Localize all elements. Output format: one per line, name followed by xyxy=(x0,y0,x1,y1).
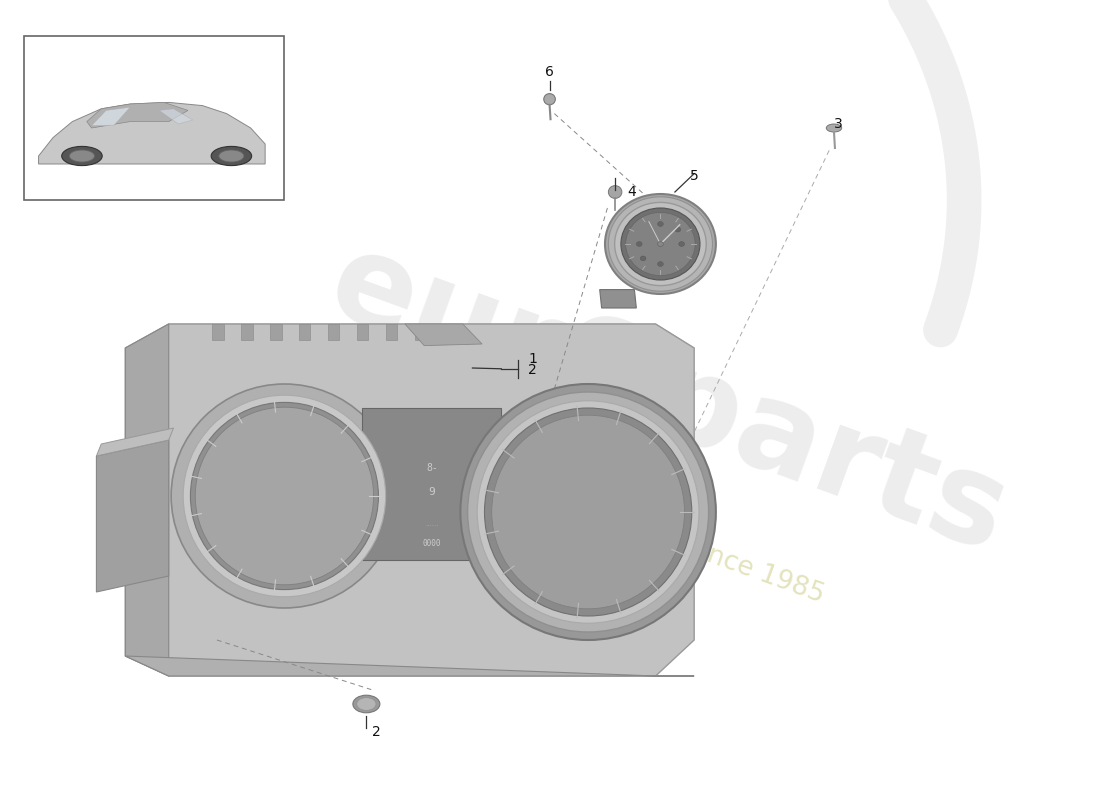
Ellipse shape xyxy=(679,242,684,246)
Polygon shape xyxy=(415,324,426,340)
Polygon shape xyxy=(270,324,282,340)
Ellipse shape xyxy=(615,202,706,286)
Ellipse shape xyxy=(468,392,708,632)
Polygon shape xyxy=(125,656,694,676)
Ellipse shape xyxy=(605,194,716,294)
Ellipse shape xyxy=(675,227,681,232)
Text: ......: ...... xyxy=(426,521,439,527)
Polygon shape xyxy=(97,440,168,592)
FancyBboxPatch shape xyxy=(24,36,285,200)
Ellipse shape xyxy=(211,146,252,166)
Polygon shape xyxy=(356,324,369,340)
Ellipse shape xyxy=(608,197,713,291)
Ellipse shape xyxy=(190,402,378,590)
Ellipse shape xyxy=(219,150,244,162)
Polygon shape xyxy=(362,408,502,560)
Ellipse shape xyxy=(62,146,102,166)
Ellipse shape xyxy=(184,395,386,597)
Text: 2: 2 xyxy=(528,363,537,378)
Polygon shape xyxy=(39,102,265,164)
Text: 0000: 0000 xyxy=(422,539,441,549)
Text: 3: 3 xyxy=(835,117,844,131)
Ellipse shape xyxy=(353,695,380,713)
Polygon shape xyxy=(405,324,482,346)
Ellipse shape xyxy=(492,415,684,609)
Polygon shape xyxy=(299,324,310,340)
Text: eurOparts: eurOparts xyxy=(314,222,1023,578)
Text: 2: 2 xyxy=(372,725,381,739)
Polygon shape xyxy=(600,290,636,308)
Polygon shape xyxy=(160,109,192,124)
Ellipse shape xyxy=(658,222,663,226)
Ellipse shape xyxy=(484,408,692,616)
Text: a passion for parts since 1985: a passion for parts since 1985 xyxy=(444,447,828,609)
Text: 9: 9 xyxy=(429,487,436,497)
Text: 1: 1 xyxy=(528,352,537,366)
Ellipse shape xyxy=(626,212,695,275)
Polygon shape xyxy=(125,324,694,676)
Polygon shape xyxy=(241,324,253,340)
Polygon shape xyxy=(87,102,188,128)
Ellipse shape xyxy=(658,262,663,266)
Ellipse shape xyxy=(636,242,642,246)
Polygon shape xyxy=(91,107,130,126)
Ellipse shape xyxy=(658,242,663,246)
Polygon shape xyxy=(125,324,168,676)
Text: 8-: 8- xyxy=(426,463,438,473)
Ellipse shape xyxy=(543,94,556,105)
Ellipse shape xyxy=(69,150,95,162)
Ellipse shape xyxy=(477,401,698,623)
Ellipse shape xyxy=(608,186,622,198)
Ellipse shape xyxy=(172,384,398,608)
Ellipse shape xyxy=(195,407,374,585)
Ellipse shape xyxy=(356,698,376,710)
Ellipse shape xyxy=(461,384,716,640)
Text: 6: 6 xyxy=(546,65,554,79)
Polygon shape xyxy=(212,324,223,340)
Polygon shape xyxy=(168,324,694,372)
Polygon shape xyxy=(97,428,174,456)
Ellipse shape xyxy=(620,208,700,280)
Ellipse shape xyxy=(640,256,646,261)
Text: 5: 5 xyxy=(690,169,698,183)
Text: 4: 4 xyxy=(627,185,636,199)
Polygon shape xyxy=(386,324,397,340)
Polygon shape xyxy=(328,324,340,340)
Ellipse shape xyxy=(826,124,842,132)
